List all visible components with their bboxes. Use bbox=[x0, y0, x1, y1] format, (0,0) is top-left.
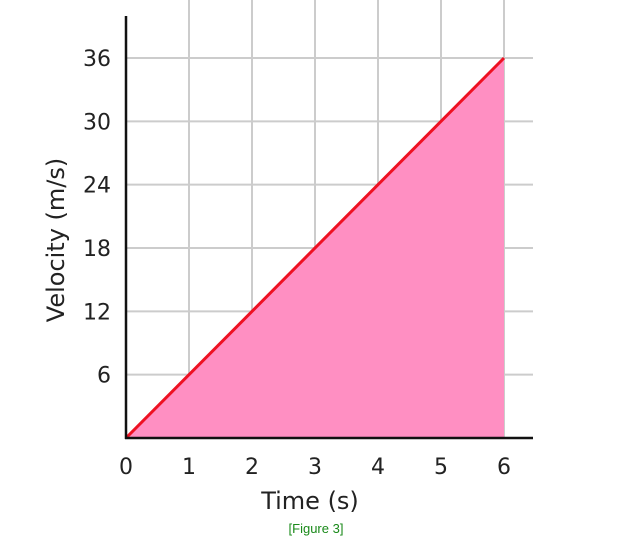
y-tick-label-18: 18 bbox=[83, 237, 111, 262]
x-axis-title: Time (s) bbox=[260, 487, 359, 515]
y-tick-label-30: 30 bbox=[83, 110, 111, 135]
axes bbox=[124, 16, 533, 440]
x-tick-label-2: 2 bbox=[245, 455, 259, 480]
y-tick-label-6: 6 bbox=[97, 364, 111, 389]
x-tick-label-0: 0 bbox=[119, 455, 133, 480]
x-tick-label-3: 3 bbox=[308, 455, 322, 480]
y-tick-label-12: 12 bbox=[83, 300, 111, 325]
x-tick-label-6: 6 bbox=[497, 455, 511, 480]
figure-caption: [Figure 3] bbox=[288, 521, 344, 536]
series-line-layer bbox=[124, 56, 506, 440]
y-tick-label-36: 36 bbox=[83, 47, 111, 72]
y-axis-title: Velocity (m/s) bbox=[42, 158, 70, 322]
x-tick-label-4: 4 bbox=[371, 455, 385, 480]
x-tick-label-5: 5 bbox=[434, 455, 448, 480]
x-tick-label-1: 1 bbox=[182, 455, 196, 480]
velocity-line bbox=[124, 56, 506, 440]
y-tick-label-24: 24 bbox=[83, 174, 111, 199]
